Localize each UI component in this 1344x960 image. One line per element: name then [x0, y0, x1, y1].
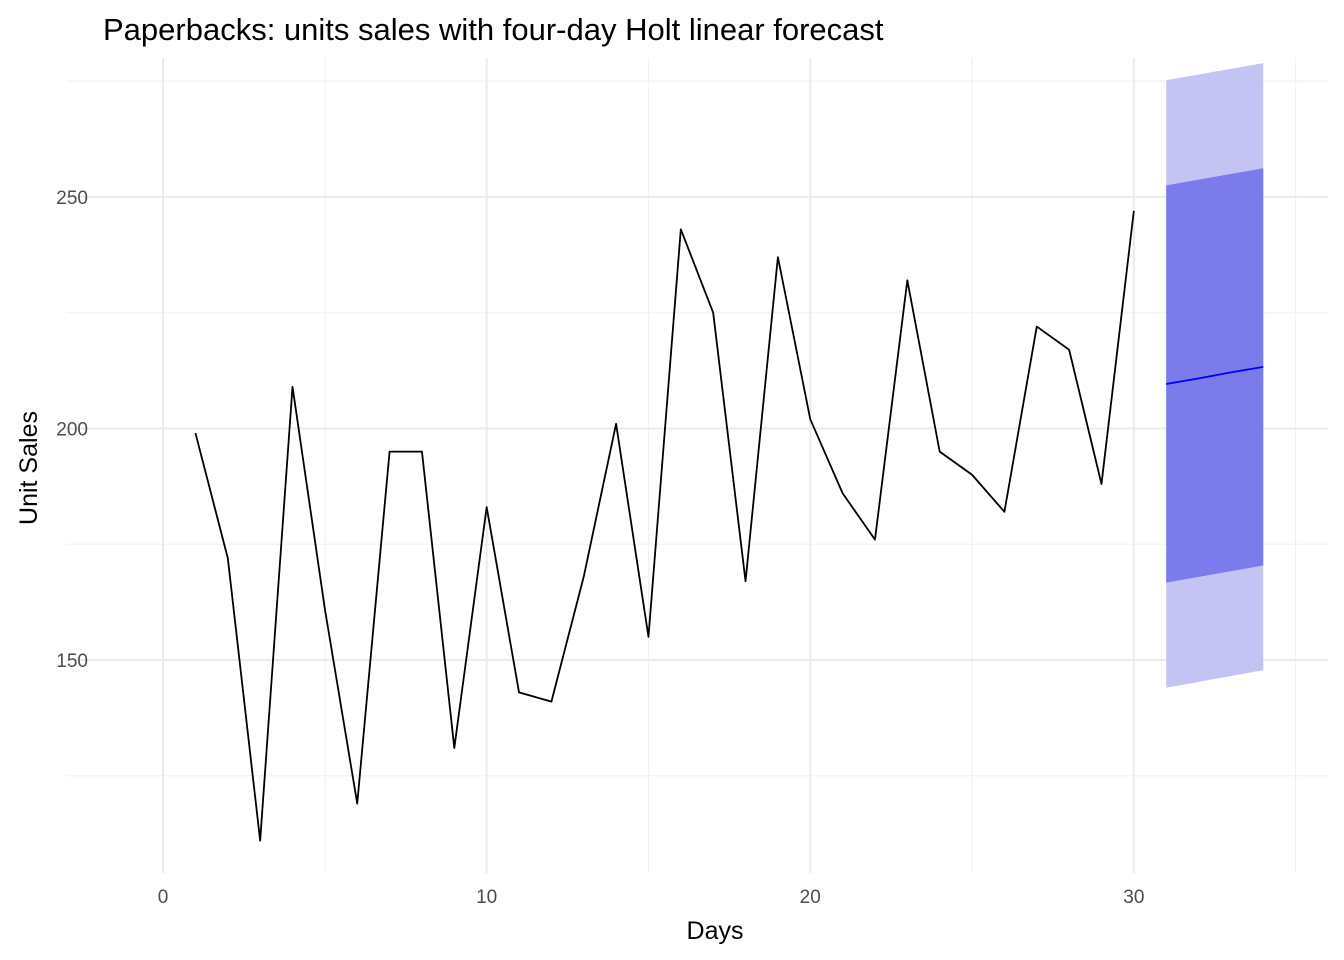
y-tick-label: 200 — [56, 419, 88, 440]
chart-title: Paperbacks: units sales with four-day Ho… — [103, 12, 884, 47]
gridlines — [66, 58, 1328, 873]
y-tick-label: 250 — [56, 188, 88, 209]
y-tick-label: 150 — [56, 651, 88, 672]
x-axis-title: Days — [687, 917, 744, 945]
sales-series-line — [194, 210, 1135, 842]
x-tick-label: 30 — [1123, 887, 1144, 908]
x-tick-label: 0 — [158, 887, 169, 908]
x-tick-label: 20 — [800, 887, 821, 908]
tick-labels: 0 10 20 30 150 200 250 — [56, 188, 1144, 908]
forecast-mean-line — [1166, 365, 1264, 385]
y-axis-title: Unit Sales — [15, 411, 43, 525]
x-tick-label: 10 — [476, 887, 497, 908]
series-lines — [194, 210, 1264, 842]
